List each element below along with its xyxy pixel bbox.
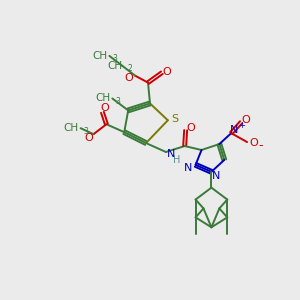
Text: 3: 3 <box>84 127 88 136</box>
Text: O: O <box>242 115 250 125</box>
Text: S: S <box>171 114 178 124</box>
Text: O: O <box>163 67 171 77</box>
Text: O: O <box>125 73 134 83</box>
Text: CH: CH <box>95 94 110 103</box>
Text: N: N <box>212 171 220 181</box>
Text: N: N <box>184 163 192 173</box>
Text: CH: CH <box>107 61 122 71</box>
Text: O: O <box>186 123 195 133</box>
Text: O: O <box>250 138 258 148</box>
Text: +: + <box>238 121 244 130</box>
Text: H: H <box>173 155 180 165</box>
Text: 3: 3 <box>112 54 117 63</box>
Text: N: N <box>230 125 238 135</box>
Text: O: O <box>84 133 93 143</box>
Text: O: O <box>100 103 109 113</box>
Text: 3: 3 <box>115 97 120 106</box>
Text: CH: CH <box>64 123 79 133</box>
Text: N: N <box>167 149 175 159</box>
Text: 2: 2 <box>127 64 132 73</box>
Text: -: - <box>259 139 263 152</box>
Text: CH: CH <box>92 51 107 61</box>
